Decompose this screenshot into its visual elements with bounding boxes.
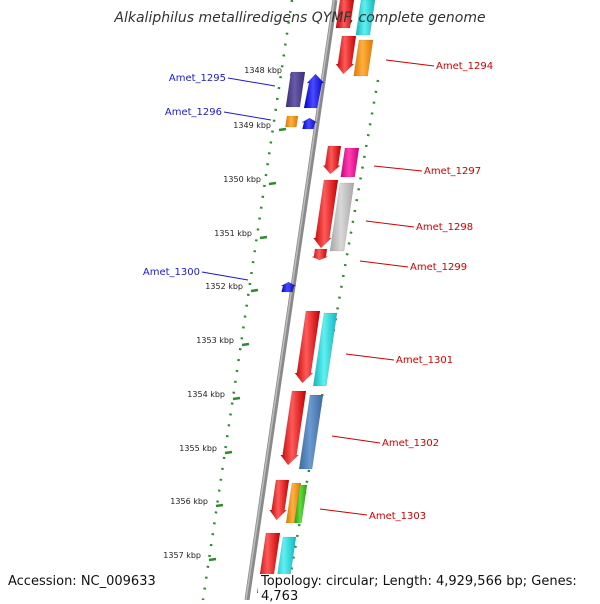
- gene-shape-amet-1298-red: [312, 179, 339, 249]
- gene-shape-amet-1296-orange: [285, 115, 299, 128]
- tick-mark: [259, 235, 268, 240]
- gene-label: Amet_1297: [424, 166, 481, 177]
- gene-shape-amet-1301: [312, 312, 338, 387]
- accession-text: Accession: NC_009633: [8, 574, 156, 589]
- genome-backbone-highlight: [245, 0, 335, 600]
- gene-leader-line: [373, 165, 423, 172]
- tick-mark: [278, 127, 287, 132]
- gene-shape-amet-1296: [301, 117, 318, 130]
- gene-leader-line: [345, 353, 395, 361]
- tick-mark: [215, 503, 224, 508]
- gene-shape-amet-1300: [280, 281, 297, 293]
- gene-label: Amet_1302: [382, 438, 439, 449]
- tick-label: 1349 kbp: [233, 121, 271, 130]
- gene-shape-amet-1297-red: [322, 145, 342, 175]
- gene-label: Amet_1299: [410, 262, 467, 273]
- gene-label: Amet_1295: [169, 73, 226, 84]
- gene-shape-top-cyan: [355, 0, 376, 36]
- map-title: Alkaliphilus metalliredigens QYMF, compl…: [114, 10, 486, 26]
- gene-leader-line: [365, 220, 415, 228]
- tick-label: 1348 kbp: [244, 66, 282, 75]
- gene-label: Amet_1294: [436, 61, 493, 72]
- gene-shape-top-red: [335, 0, 355, 29]
- gene-shape-amet-1295: [303, 73, 325, 109]
- gene-shape-amet-1303-red: [269, 479, 290, 521]
- tick-mark: [232, 396, 241, 401]
- gene-shape-amet-1294-orange: [353, 39, 374, 77]
- gene-leader-line: [385, 59, 435, 67]
- gene-label: Amet_1296: [165, 107, 222, 118]
- tick-label: 1351 kbp: [214, 229, 252, 238]
- tick-mark: [224, 450, 233, 455]
- tick-mark: [268, 181, 277, 186]
- gene-shape-amet-1297: [340, 147, 360, 178]
- gene-label: Amet_1300: [143, 267, 200, 278]
- gene-leader-line: [201, 271, 249, 281]
- tick-label: 1355 kbp: [179, 444, 217, 453]
- tick-label: 1357 kbp: [163, 551, 201, 560]
- gene-shape-amet-1302-red: [280, 390, 307, 466]
- tick-mark: [250, 288, 259, 293]
- tick-label: 1352 kbp: [205, 282, 243, 291]
- gene-shape-amet-1295-navy: [285, 71, 306, 108]
- gene-shape-amet-1301-red: [294, 310, 321, 384]
- gene-label: Amet_1298: [416, 222, 473, 233]
- gene-shape-amet-1299: [311, 248, 328, 261]
- gene-shape-amet-1298: [329, 182, 355, 252]
- gene-label: Amet_1301: [396, 355, 453, 366]
- tick-label: 1353 kbp: [196, 336, 234, 345]
- gene-leader-line: [223, 111, 272, 121]
- tick-label: 1350 kbp: [223, 175, 261, 184]
- tick-label: 1354 kbp: [187, 390, 225, 399]
- gene-leader-line: [359, 260, 409, 268]
- gene-shape-amet-1303-green: [294, 484, 308, 524]
- gene-leader-line: [319, 508, 368, 516]
- gene-leader-line: [331, 435, 381, 444]
- gene-shape-amet-1302: [298, 394, 324, 470]
- gene-shape-amet-1294-red: [335, 35, 357, 75]
- topology-text: Topology: circular; Length: 4,929,566 bp…: [258, 574, 600, 604]
- gene-leader-line: [227, 77, 276, 87]
- tick-label: 1356 kbp: [170, 497, 208, 506]
- gene-label: Amet_1303: [369, 511, 426, 522]
- tick-mark: [241, 342, 250, 347]
- tick-mark: [208, 557, 217, 562]
- genome-backbone: [244, 0, 338, 600]
